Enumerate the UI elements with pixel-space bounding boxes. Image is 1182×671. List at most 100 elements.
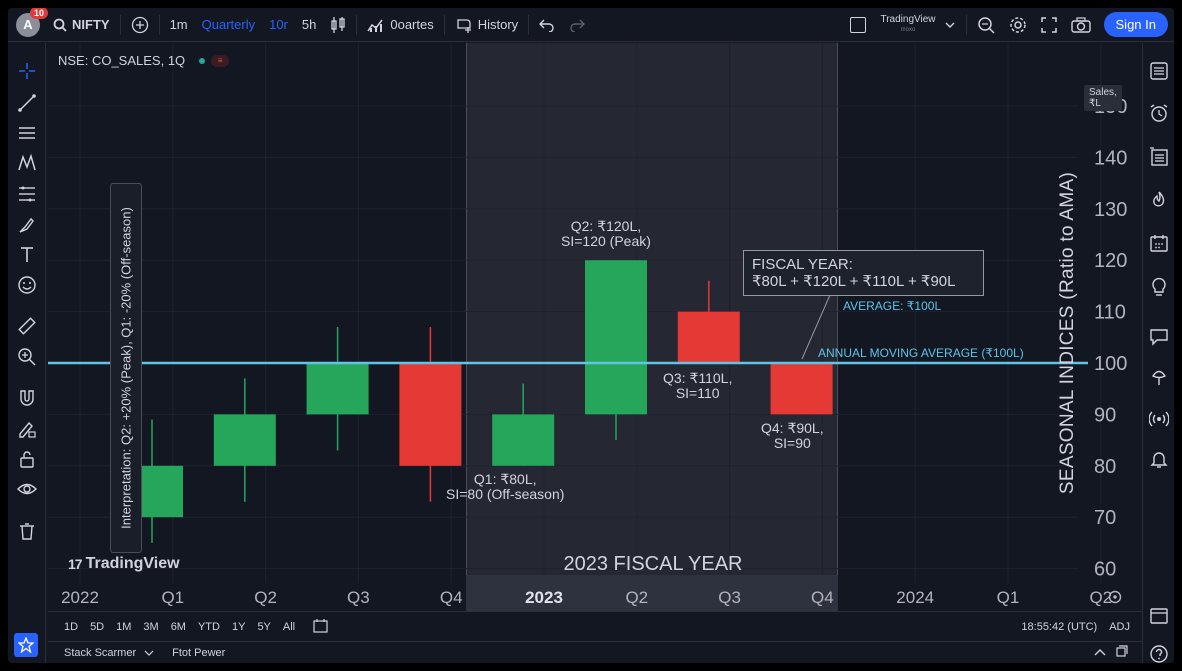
adj-toggle[interactable]: ADJ [1109,620,1130,633]
crosshair-tool[interactable] [17,61,37,81]
trash-icon [20,523,34,540]
x-tick-label: Q4 [811,588,834,607]
maximize-panel-button[interactable] [1116,645,1128,660]
interval-quarterly[interactable]: Quarterly [201,17,256,32]
range-5y[interactable]: 5Y [257,620,271,633]
zoom-in-icon [18,348,36,366]
range-3m[interactable]: 3M [143,620,159,633]
horizontal-lines-tool[interactable] [17,123,37,143]
symbol-search[interactable]: NIFTY [46,8,117,42]
symbol-legend-label: NSE: CO_SALES, 1Q [58,53,186,68]
tradingview-watermark: 17 TradingView [68,555,180,573]
layout-brand[interactable]: TradingView moxo [873,8,962,42]
brand-sub: moxo [900,26,916,33]
fullscreen-button[interactable] [1034,8,1064,42]
calendar-button[interactable] [1149,233,1169,253]
chart-pane[interactable]: 150140130120110100908070602022Q1Q2Q3Q420… [48,43,1127,611]
average-label: AVERAGE: ₹100L [843,299,942,313]
visibility-tool[interactable] [17,479,37,499]
range-all[interactable]: All [282,620,296,633]
magnet-tool[interactable] [17,388,37,408]
tab-stock-screener-label: Stack Scarmer [64,646,137,659]
trend-line-tool[interactable] [17,93,37,113]
candle-body [213,414,276,466]
layout-button[interactable] [843,8,873,42]
indicators-label: 0oartes [390,17,434,32]
history-button[interactable]: History [448,8,525,42]
y-axis-title: SEASONAL INDICES (Ratio to AMA) [1057,171,1078,495]
x-tick-label: Q3 [718,588,741,607]
range-5d[interactable]: 5D [90,620,105,633]
interval-5h[interactable]: 5h [301,17,317,32]
annotation-q3-line1: Q3: ₹110L, [663,370,733,386]
calendar-icon [1150,235,1168,252]
watchlist-button[interactable] [1149,61,1169,81]
units-badge[interactable]: Sales, ₹L [1084,85,1122,111]
chart-type-button[interactable] [323,8,353,42]
left-drawing-toolbar [8,43,46,663]
user-avatar[interactable]: A 10 [16,8,49,37]
details-button[interactable] [1149,147,1169,167]
indicators-button[interactable]: 0oartes [360,8,440,42]
hotlist-button[interactable] [1149,190,1169,210]
chevron-up-icon [1094,648,1106,655]
range-1d[interactable]: 1D [64,620,79,633]
fib-tool[interactable] [17,184,37,204]
eye-icon [17,483,37,495]
indicators-icon [367,19,383,32]
tab-stock-screener[interactable]: Stack Scarmer [64,647,154,659]
horizontal-lines-icon [19,127,35,139]
symbol-legend[interactable]: NSE: CO_SALES, 1Q ≡ [58,53,230,68]
data-window-icon [1150,147,1168,166]
text-tool[interactable] [17,245,37,265]
y-tick-label: 130 [1094,199,1127,221]
undo-button[interactable] [532,8,562,42]
brand-block: TradingView moxo [880,14,935,35]
calendar-bottom-button[interactable] [1149,605,1169,625]
collapse-panel-button[interactable] [1094,647,1106,659]
ruler-tool[interactable] [17,316,37,336]
pattern-tool[interactable] [17,153,37,173]
range-1y[interactable]: 1Y [231,620,246,633]
clock-readout[interactable]: 18:55:42 (UTC) [1021,620,1098,633]
plus-circle-icon [131,16,148,33]
favorites-button[interactable] [14,633,38,657]
sign-in-button[interactable]: Sign In [1103,12,1168,37]
remove-drawings-tool[interactable] [17,521,37,541]
settings-button[interactable] [1002,8,1034,42]
x-tick-label: Q4 [440,588,463,607]
range-ytd[interactable]: YTD [197,620,220,633]
fiscal-year-callout-sum: ₹80L + ₹120L + ₹110L + ₹90L [752,273,956,290]
interval-1m[interactable]: 1m [169,17,188,32]
zoom-tool[interactable] [17,347,37,367]
brush-tool[interactable] [17,215,37,235]
chats-button[interactable] [1149,327,1169,347]
snapshot-button[interactable] [1064,8,1098,42]
alerts-button[interactable] [1149,103,1169,123]
fib-icon [19,186,35,202]
emoji-tool[interactable] [17,275,37,295]
status-badge: ≡ [211,54,230,67]
camera-icon [1070,16,1091,33]
range-6m[interactable]: 6M [170,620,186,633]
lock-drawing-tool[interactable] [17,419,37,439]
tab-second[interactable]: Ftot Pewer [172,646,226,659]
add-symbol-button[interactable] [124,8,156,42]
ideas-button[interactable] [1149,276,1169,296]
notifications-button[interactable] [1149,449,1169,469]
y-tick-label: 140 [1094,147,1127,169]
range-1m[interactable]: 1M [116,620,132,633]
app-window: A 10 NIFTY 1m Quarterly 10r 5h 0oartes H… [8,8,1174,663]
goto-date-button[interactable] [313,618,328,636]
symbol-label: NIFTY [72,17,110,32]
axis-settings-icon-center [1113,595,1117,599]
x-tick-label: 2022 [61,588,99,607]
broadcast-button[interactable] [1149,409,1169,429]
streams-button[interactable] [1149,367,1169,387]
help-button[interactable] [1149,644,1169,663]
lock-tool[interactable] [17,449,37,469]
fiscal-year-callout: FISCAL YEAR: ₹80L + ₹120L + ₹110L + ₹90L [743,250,984,296]
interval-10r[interactable]: 10r [269,17,288,32]
redo-button[interactable] [562,8,592,42]
zoom-search-button[interactable] [970,8,1002,42]
